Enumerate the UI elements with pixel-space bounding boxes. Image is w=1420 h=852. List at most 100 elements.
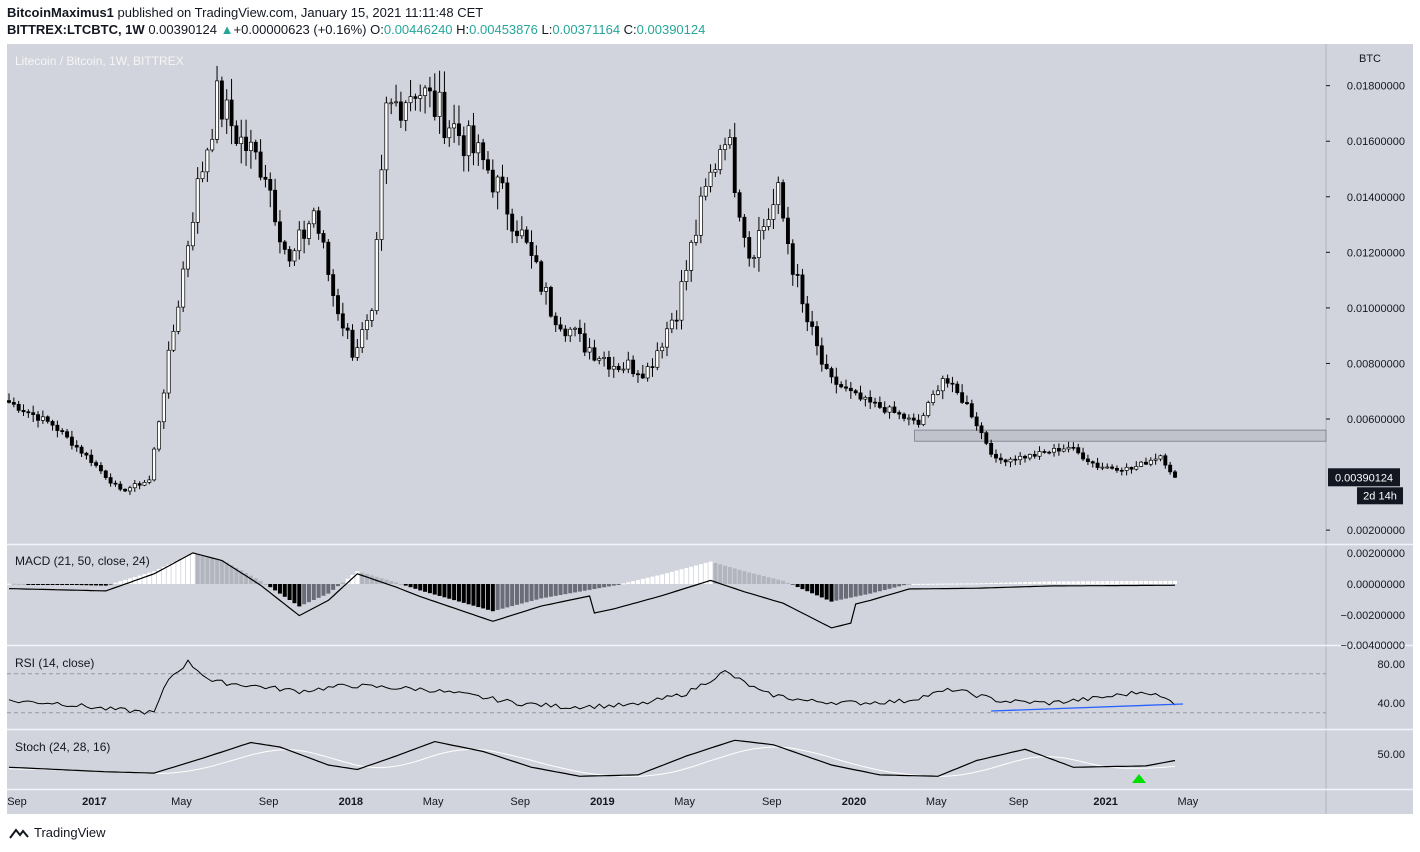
price-change: +0.00000623 (+0.16%) bbox=[233, 22, 367, 37]
candle-body bbox=[698, 195, 703, 236]
candle-body bbox=[921, 415, 926, 425]
candle-body bbox=[326, 241, 331, 275]
candle-body bbox=[437, 91, 442, 117]
candle-body bbox=[902, 413, 907, 419]
candle-body bbox=[239, 136, 244, 144]
candle-body bbox=[994, 453, 998, 459]
macd-bar bbox=[829, 584, 834, 602]
candle-body bbox=[215, 80, 219, 140]
candle-body bbox=[563, 328, 568, 337]
candle-body bbox=[1158, 455, 1163, 460]
candle-body bbox=[858, 392, 863, 400]
macd-bar bbox=[887, 584, 892, 589]
candle-body bbox=[287, 249, 292, 262]
candle-body bbox=[50, 421, 55, 426]
macd-axis-tick: 0.00000000 bbox=[1347, 579, 1405, 591]
macd-bar bbox=[839, 584, 844, 600]
macd-bar bbox=[771, 578, 776, 584]
candle-body bbox=[669, 319, 674, 330]
low-label: L: bbox=[541, 22, 553, 37]
candle-body bbox=[887, 406, 892, 413]
macd-bar bbox=[1042, 581, 1047, 584]
macd-bar bbox=[1124, 581, 1129, 584]
macd-bar bbox=[461, 584, 466, 603]
stoch-k-line bbox=[8, 739, 1176, 777]
author-name[interactable]: BitcoinMaximus1 bbox=[7, 5, 114, 20]
macd-bar bbox=[11, 583, 16, 585]
macd-bar bbox=[268, 584, 273, 588]
candle-body bbox=[471, 125, 476, 154]
macd-bar bbox=[253, 578, 258, 584]
macd-bar bbox=[65, 584, 70, 585]
macd-bar bbox=[239, 570, 244, 584]
candle-body bbox=[40, 416, 45, 421]
candle-body bbox=[718, 149, 723, 170]
candle-body bbox=[1076, 447, 1081, 454]
candle-body bbox=[834, 376, 839, 385]
candle-body bbox=[636, 373, 640, 376]
macd-bar bbox=[147, 572, 152, 584]
macd-bar bbox=[640, 578, 645, 584]
candle-body bbox=[655, 350, 660, 368]
macd-bar bbox=[156, 569, 161, 584]
candle-body bbox=[21, 410, 26, 413]
macd-bar bbox=[16, 583, 21, 585]
macd-bar bbox=[94, 584, 99, 586]
candle-body bbox=[128, 487, 132, 492]
candle-body bbox=[1095, 462, 1100, 468]
macd-bar bbox=[723, 565, 728, 584]
macd-bar bbox=[476, 584, 481, 608]
macd-bar bbox=[1085, 581, 1090, 584]
x-axis-tick: May bbox=[1177, 796, 1198, 808]
candle-body bbox=[1144, 461, 1148, 465]
macd-axis-tick: −0.00200000 bbox=[1340, 610, 1405, 622]
resistance-zone bbox=[914, 429, 1327, 442]
candle-body bbox=[989, 442, 994, 455]
candle-body bbox=[573, 327, 578, 330]
price-axis-tick: 0.00600000 bbox=[1347, 414, 1405, 426]
candle-body bbox=[476, 142, 481, 154]
macd-bar bbox=[945, 583, 950, 585]
stoch-axis-tick: 50.00 bbox=[1377, 749, 1405, 761]
macd-bar bbox=[810, 584, 815, 594]
macd-bar bbox=[689, 566, 694, 584]
candle-body bbox=[490, 169, 495, 193]
macd-bar bbox=[229, 565, 234, 584]
candle-body bbox=[679, 281, 684, 321]
stoch-signal-marker bbox=[1132, 774, 1146, 783]
x-axis-tick: Sep bbox=[762, 796, 782, 808]
publish-info: published on TradingView.com, January 15… bbox=[117, 5, 484, 20]
macd-bar bbox=[360, 572, 365, 584]
macd-bar bbox=[369, 575, 374, 584]
candle-body bbox=[1163, 455, 1168, 466]
macd-bar bbox=[36, 584, 41, 585]
macd-bar bbox=[510, 584, 515, 607]
macd-bar bbox=[834, 584, 839, 601]
macd-bar bbox=[921, 583, 926, 585]
macd-bar bbox=[993, 582, 998, 584]
candle-body bbox=[321, 233, 326, 243]
macd-bar bbox=[423, 584, 428, 592]
macd-bar bbox=[1008, 582, 1013, 584]
candle-body bbox=[1129, 466, 1134, 470]
open-label: O: bbox=[370, 22, 384, 37]
candle-body bbox=[452, 123, 457, 129]
macd-bar bbox=[389, 581, 394, 584]
macd-bar bbox=[698, 564, 703, 584]
macd-bar bbox=[1134, 581, 1139, 584]
candle-body bbox=[713, 169, 718, 173]
candle-body bbox=[311, 210, 316, 225]
macd-bar bbox=[631, 581, 636, 584]
price-axis-tick: 0.01000000 bbox=[1347, 303, 1405, 315]
macd-bar bbox=[669, 571, 674, 584]
macd-axis-tick: −0.00400000 bbox=[1340, 640, 1405, 652]
footer-brand[interactable]: TradingView bbox=[34, 825, 106, 840]
macd-bar bbox=[897, 584, 902, 587]
candle-body bbox=[553, 315, 558, 326]
candle-body bbox=[137, 483, 142, 486]
candle-body bbox=[1066, 446, 1071, 450]
macd-bar bbox=[916, 583, 921, 585]
macd-bar bbox=[998, 582, 1003, 584]
candle-body bbox=[350, 329, 355, 358]
